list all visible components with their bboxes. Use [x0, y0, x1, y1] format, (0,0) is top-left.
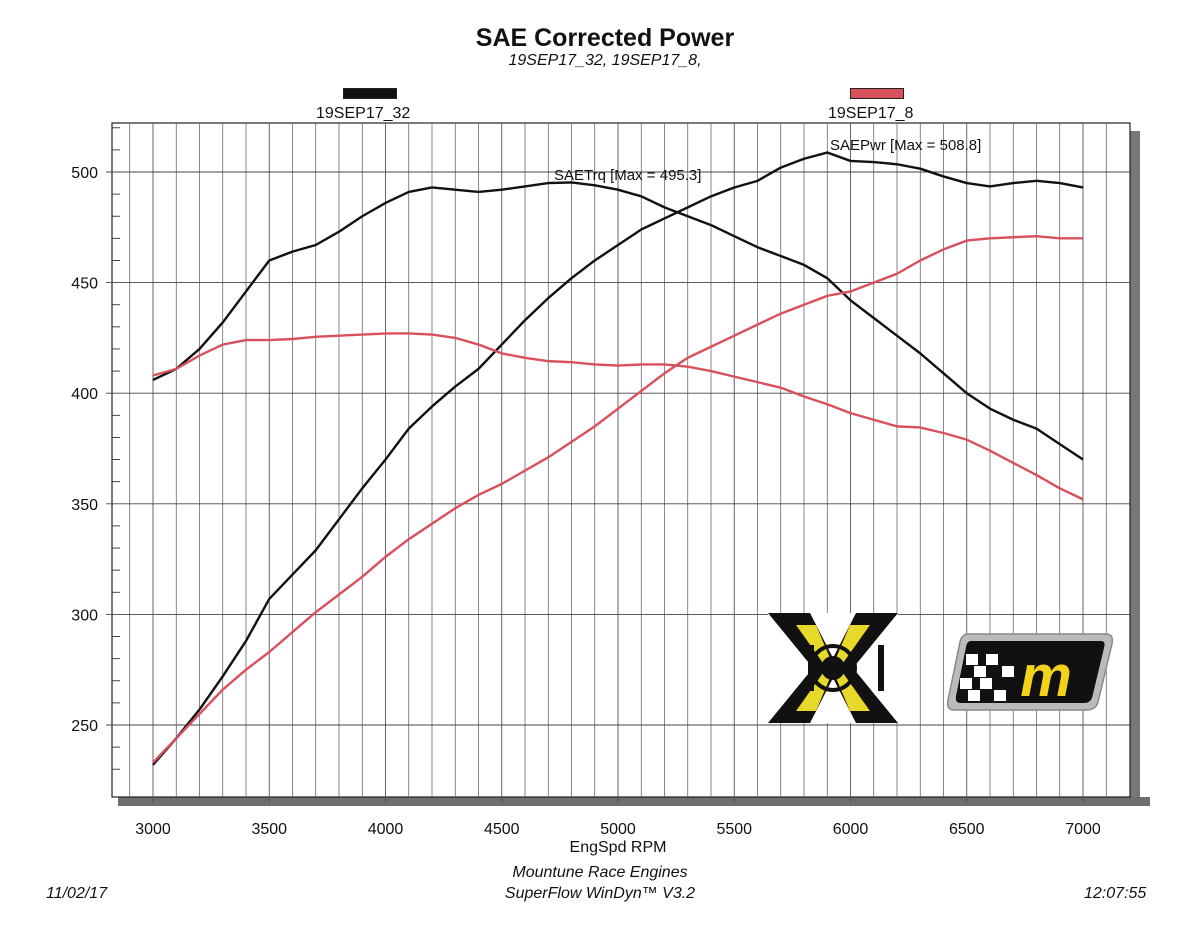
- checker-square: [974, 666, 986, 677]
- xdi-yellow: [836, 673, 870, 711]
- x-tick-label: 4000: [368, 821, 404, 838]
- x-tick-label: 5500: [716, 821, 752, 838]
- footer-time: 12:07:55: [1084, 885, 1147, 902]
- footer-software: SuperFlow WinDyn™ V3.2: [504, 885, 696, 902]
- x-tick-label: 7000: [1065, 821, 1101, 838]
- chart-subtitle: 19SEP17_32, 19SEP17_8,: [508, 52, 702, 69]
- xdi-yellow: [796, 625, 830, 663]
- xdi-logo: [768, 613, 898, 723]
- checker-square: [1002, 666, 1014, 677]
- x-axis-label: EngSpd RPM: [570, 839, 667, 856]
- annotation-torque-max: SAETrq [Max = 495.3]: [554, 167, 701, 184]
- checker-square: [968, 690, 980, 701]
- checker-square: [960, 678, 972, 689]
- y-tick-label: 500: [71, 165, 98, 182]
- plot-shadow-bottom: [118, 797, 1150, 806]
- xdi-i: [878, 645, 884, 691]
- footer-date: 11/02/17: [46, 885, 108, 902]
- x-tick-label: 6500: [949, 821, 985, 838]
- checker-square: [994, 690, 1006, 701]
- y-tick-label: 400: [71, 386, 98, 403]
- mountune-logo: m: [946, 633, 1114, 711]
- xdi-yellow: [796, 673, 830, 711]
- annotation-power-max: SAEPwr [Max = 508.8]: [830, 137, 981, 154]
- y-tick-label: 450: [71, 276, 98, 293]
- y-tick-label: 250: [71, 718, 98, 735]
- legend-label-run-8: 19SEP17_8: [828, 105, 914, 122]
- xdi-center: [821, 656, 845, 680]
- y-tick-label: 350: [71, 497, 98, 514]
- legend-swatch-run-8: [850, 88, 904, 99]
- x-tick-label: 6000: [833, 821, 869, 838]
- legend-label-run-32: 19SEP17_32: [316, 105, 411, 122]
- checker-square: [966, 654, 978, 665]
- plot-shadow-right: [1130, 131, 1140, 806]
- y-tick-label: 300: [71, 607, 98, 624]
- legend-swatch-run-32: [343, 88, 397, 99]
- xdi-d: [808, 645, 814, 691]
- x-tick-label: 3000: [135, 821, 171, 838]
- logo-m: m: [1020, 644, 1072, 709]
- checker-square: [980, 678, 992, 689]
- x-tick-label: 3500: [251, 821, 287, 838]
- checker-square: [986, 654, 998, 665]
- chart-title: SAE Corrected Power: [475, 24, 735, 52]
- x-tick-label: 4500: [484, 821, 520, 838]
- footer-company: Mountune Race Engines: [512, 864, 688, 881]
- x-tick-label: 5000: [600, 821, 636, 838]
- xdi-yellow: [836, 625, 870, 663]
